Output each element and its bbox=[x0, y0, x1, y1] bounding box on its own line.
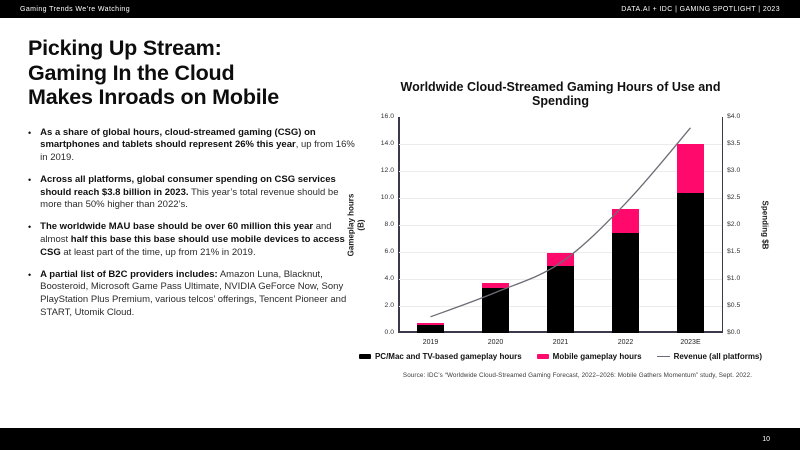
slide-title: Picking Up Stream: Gaming In the Cloud M… bbox=[28, 36, 280, 109]
bullet-segment: The worldwide MAU base should be over 60… bbox=[40, 221, 314, 233]
bullet-text: As a share of global hours, cloud-stream… bbox=[40, 127, 360, 165]
legend-swatch-0 bbox=[358, 354, 371, 359]
bullet-segment: at least part of the time, up from 21% i… bbox=[60, 246, 256, 258]
bullet-text: Across all platforms, global consumer sp… bbox=[40, 174, 360, 212]
bar-segment-mobile bbox=[677, 144, 704, 193]
left-axis-tick: 8.0 bbox=[384, 221, 394, 228]
bar-segment-pc-mac-tv bbox=[612, 233, 639, 333]
x-axis-label: 2023E bbox=[680, 339, 701, 346]
right-axis-tick: $3.5 bbox=[727, 140, 741, 147]
left-axis-tick: 6.0 bbox=[384, 248, 394, 255]
bottom-bar: 10 bbox=[0, 428, 800, 450]
topbar-right-text: DATA.AI + IDC | GAMING SPOTLIGHT | 2023 bbox=[621, 5, 780, 13]
bullet-item: • The worldwide MAU base should be over 6… bbox=[28, 221, 360, 259]
legend-swatch-1 bbox=[536, 354, 549, 359]
bullet-text: A partial list of B2C providers includes… bbox=[40, 269, 360, 320]
bar-segment-mobile bbox=[612, 208, 639, 234]
legend-item: PC/Mac and TV-based gameplay hours bbox=[358, 352, 522, 361]
right-axis-title: Spending $B bbox=[760, 200, 770, 250]
bullet-segment: Amazon Luna, Blacknut, Boosteroid, Micro… bbox=[40, 268, 347, 319]
right-axis-tick: $2.0 bbox=[727, 221, 741, 228]
left-axis-tick: 0.0 bbox=[384, 329, 394, 336]
legend-label: Mobile gameplay hours bbox=[552, 352, 642, 361]
legend-line-swatch-2 bbox=[656, 355, 670, 358]
bar-segment-mobile bbox=[417, 322, 444, 325]
bullet-segment: , up from 16% in 2019. bbox=[40, 139, 355, 164]
x-axis-label: 2022 bbox=[617, 339, 634, 346]
bullet-item: • A partial list of B2C providers include… bbox=[28, 269, 360, 320]
legend-label: PC/Mac and TV-based gameplay hours bbox=[374, 352, 522, 361]
topbar-left-text: Gaming Trends We’re Watching bbox=[20, 5, 131, 13]
left-axis-tick: 12.0 bbox=[380, 167, 394, 174]
bullet-item: • Across all platforms, global consumer s… bbox=[28, 174, 360, 212]
left-axis-tick: 10.0 bbox=[380, 194, 394, 201]
bar-segment-mobile bbox=[547, 253, 574, 266]
bullet-segment: A partial list of B2C providers includes… bbox=[40, 268, 218, 280]
right-axis-tick: $0.0 bbox=[727, 329, 741, 336]
top-bar: Gaming Trends We’re Watching DATA.AI + I… bbox=[0, 0, 800, 18]
left-axis-tick: 2.0 bbox=[384, 302, 394, 309]
left-axis-tick: 4.0 bbox=[384, 275, 394, 282]
left-axis-tick: 16.0 bbox=[380, 113, 394, 120]
x-axis-label: 2021 bbox=[552, 339, 569, 346]
right-axis-tick: $2.5 bbox=[727, 194, 741, 201]
bar-slot bbox=[398, 117, 463, 333]
bullet-segment: Across all platforms, global consumer sp… bbox=[40, 173, 336, 198]
bar-segment-pc-mac-tv bbox=[677, 192, 704, 333]
left-axis-tick: 14.0 bbox=[380, 140, 394, 147]
bar-slot bbox=[528, 117, 593, 333]
chart-title: Worldwide Cloud-Streamed Gaming Hours of… bbox=[400, 80, 721, 108]
x-axis-label: 2020 bbox=[487, 339, 504, 346]
right-axis-tick: $1.0 bbox=[727, 275, 741, 282]
bullet-marker: • bbox=[28, 269, 32, 280]
bar-segment-mobile bbox=[482, 283, 509, 289]
bullet-segment: and almost bbox=[40, 221, 332, 246]
legend-label: Revenue (all platforms) bbox=[673, 352, 763, 361]
bar-segment-pc-mac-tv bbox=[482, 288, 509, 333]
right-axis-tick: $0.5 bbox=[727, 302, 741, 309]
right-axis-line bbox=[721, 117, 723, 333]
bullet-text: The worldwide MAU base should be over 60… bbox=[40, 221, 360, 259]
legend-item: Revenue (all platforms) bbox=[656, 352, 763, 361]
left-axis-title: Gameplay hours (B) bbox=[346, 193, 366, 257]
chart-source: Source: IDC’s “Worldwide Cloud-Streamed … bbox=[402, 372, 753, 379]
plot-area: Gameplay hours (B) Spending $B 16.0 14.0 1… bbox=[347, 113, 770, 346]
bullet-list: • As a share of global hours, cloud-strea… bbox=[28, 127, 360, 320]
bullet-marker: • bbox=[28, 222, 32, 233]
bullet-segment: As a share of global hours, cloud-stream… bbox=[40, 126, 316, 151]
bullet-segment: half this base this base should use mobi… bbox=[40, 234, 345, 258]
chart-legend: PC/Mac and TV-based gameplay hours Mobile… bbox=[358, 352, 762, 361]
bar-slot bbox=[658, 117, 723, 333]
right-axis-tick: $3.0 bbox=[727, 167, 741, 174]
page-number: 10 bbox=[762, 435, 770, 443]
text-column: Picking Up Stream: Gaming In the Cloud M… bbox=[28, 36, 360, 329]
legend-item: Mobile gameplay hours bbox=[536, 352, 642, 361]
bullet-marker: • bbox=[28, 174, 32, 185]
x-axis-label: 2019 bbox=[422, 339, 439, 346]
bullet-item: • As a share of global hours, cloud-strea… bbox=[28, 127, 360, 165]
bar-segment-pc-mac-tv bbox=[417, 324, 444, 333]
bar-segment-pc-mac-tv bbox=[547, 265, 574, 333]
right-axis-tick: $4.0 bbox=[727, 113, 741, 120]
bullet-segment: This year’s total revenue should be more… bbox=[40, 186, 339, 211]
chart: Worldwide Cloud-Streamed Gaming Hours of… bbox=[347, 80, 790, 390]
bullet-marker: • bbox=[28, 127, 32, 138]
bar-slot bbox=[463, 117, 528, 333]
bar-slot bbox=[593, 117, 658, 333]
left-axis-line bbox=[398, 117, 400, 333]
right-axis-tick: $1.5 bbox=[727, 248, 741, 255]
